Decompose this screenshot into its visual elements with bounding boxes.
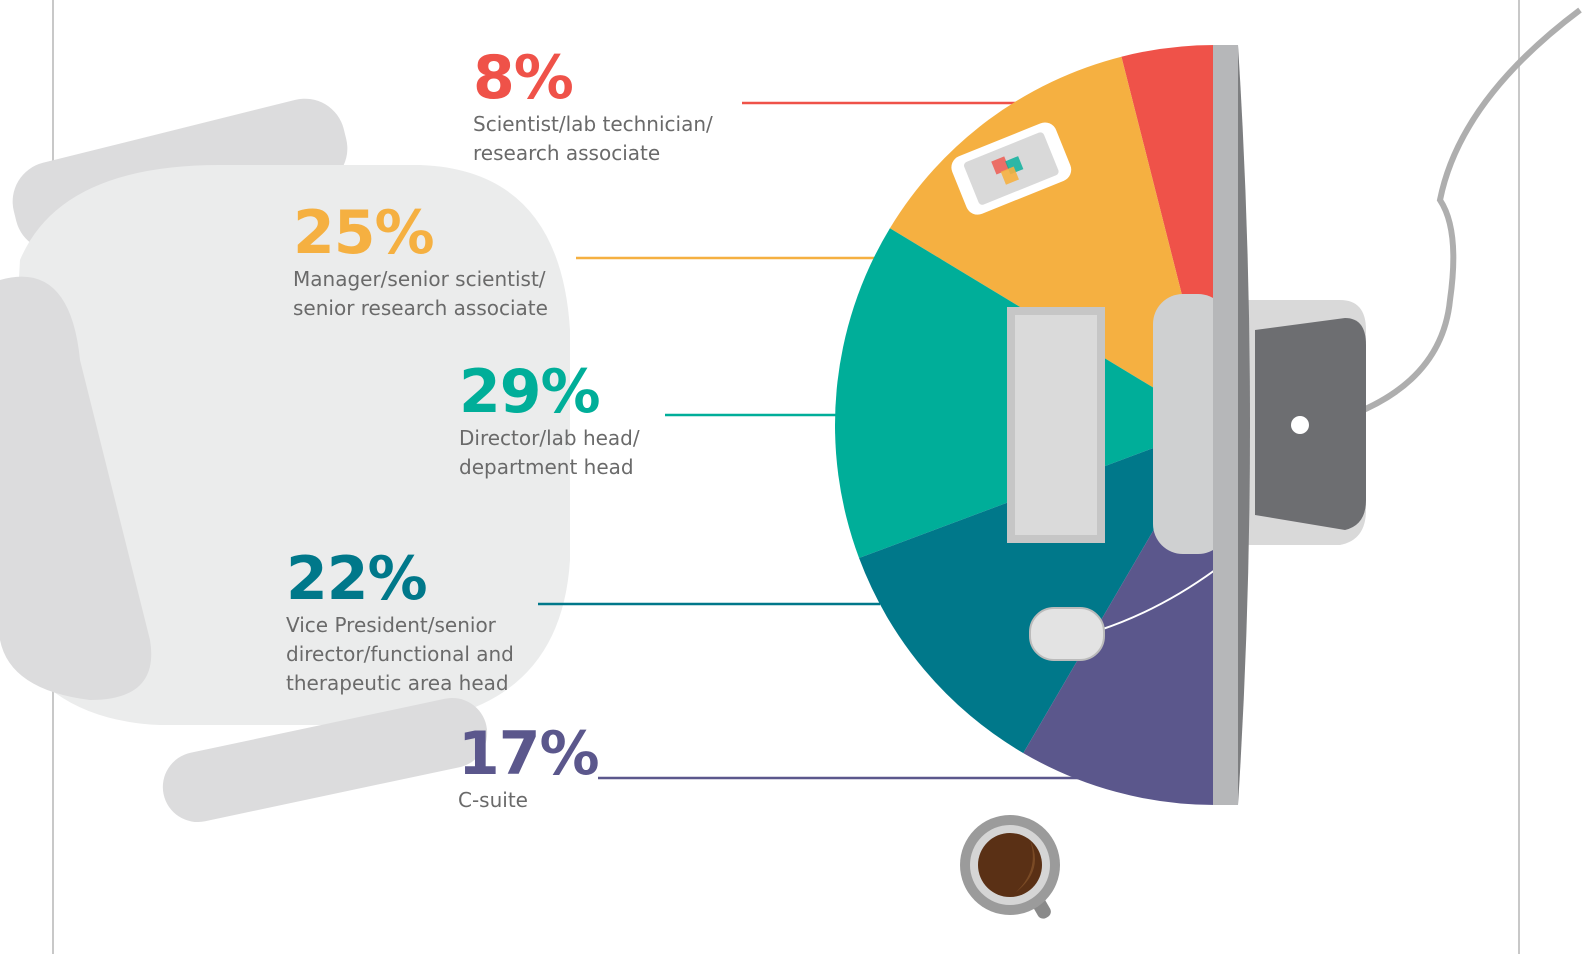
category-label: Vice President/senior director/functiona… [286, 613, 514, 695]
mouse [1029, 569, 1216, 661]
phone [951, 122, 1072, 215]
category-label: Director/lab head/ department head [459, 426, 640, 479]
slice-label: 22% Vice President/senior director/functi… [286, 547, 514, 698]
cable [1299, 7, 1582, 433]
value-label: 29% [459, 357, 601, 427]
value-label: 22% [286, 544, 428, 614]
monitor [1153, 45, 1366, 805]
value-label: 8% [473, 43, 574, 113]
slice-label: 25% Manager/senior scientist/ senior rese… [293, 201, 548, 323]
coffee [960, 815, 1060, 919]
keyboard [1007, 307, 1105, 543]
category-label: Manager/senior scientist/ senior researc… [293, 267, 548, 320]
chair [0, 98, 570, 823]
value-label: 25% [293, 198, 435, 268]
slice-label: 8% Scientist/lab technician/ research ass… [473, 46, 713, 168]
pie-slice [859, 425, 1215, 754]
category-label: C-suite [458, 788, 528, 812]
slice-label: 29% Director/lab head/ department head [459, 360, 640, 482]
pie-slice [889, 56, 1215, 426]
category-label: Scientist/lab technician/ research assoc… [473, 112, 713, 165]
value-label: 17% [458, 719, 600, 789]
slice-label: 17% C-suite [458, 719, 600, 815]
